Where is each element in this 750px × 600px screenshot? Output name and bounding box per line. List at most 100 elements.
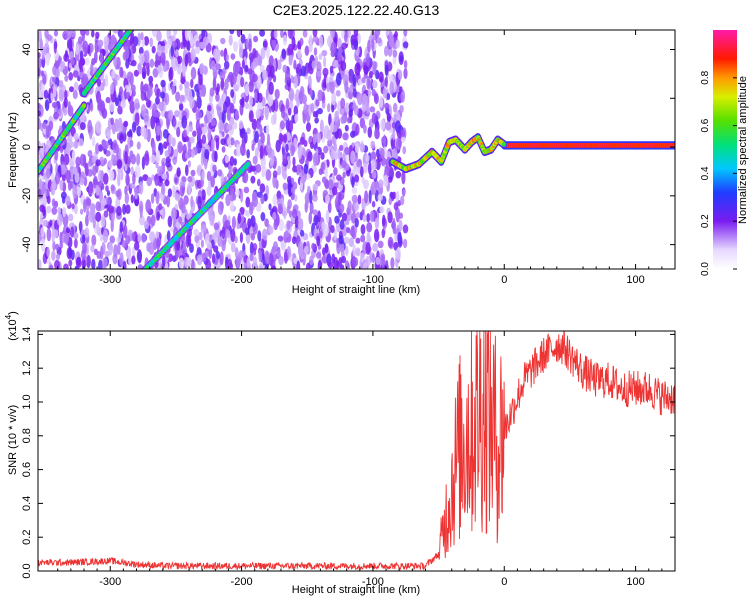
noise-speckle (171, 83, 175, 96)
noise-speckle (251, 143, 255, 151)
noise-speckle (366, 222, 373, 233)
noise-speckle (93, 248, 98, 255)
noise-speckle (124, 192, 129, 205)
noise-speckle (388, 74, 394, 83)
noise-speckle (344, 33, 348, 43)
noise-speckle (84, 162, 89, 177)
noise-speckle (324, 164, 329, 179)
noise-speckle (257, 92, 263, 103)
noise-speckle (207, 105, 212, 112)
noise-speckle (382, 87, 387, 99)
noise-speckle (288, 88, 295, 102)
noise-speckle (382, 214, 386, 227)
noise-speckle (99, 52, 104, 65)
noise-speckle (392, 217, 396, 232)
noise-speckle (178, 257, 185, 269)
noise-speckle (136, 125, 142, 137)
noise-speckle (290, 75, 294, 84)
noise-speckle (176, 63, 182, 75)
noise-speckle (150, 154, 156, 164)
noise-speckle (229, 30, 235, 35)
noise-speckle (378, 179, 384, 189)
noise-speckle (63, 107, 68, 116)
noise-speckle (198, 71, 203, 86)
noise-speckle (73, 132, 79, 141)
noise-speckle (107, 196, 111, 206)
noise-speckle (388, 34, 395, 48)
noise-speckle (220, 138, 227, 146)
noise-speckle (282, 182, 288, 191)
noise-speckle (212, 76, 217, 91)
x-tick-label: -200 (231, 274, 253, 286)
noise-speckle (177, 55, 183, 64)
noise-speckle (316, 251, 322, 259)
feature-halo (135, 273, 141, 281)
noise-speckle (225, 193, 231, 207)
noise-speckle (207, 129, 212, 142)
noise-speckle (381, 228, 386, 239)
noise-speckle (349, 84, 353, 94)
noise-speckle (131, 232, 136, 242)
noise-speckle (201, 30, 206, 40)
noise-speckle (155, 96, 160, 105)
noise-speckle (42, 123, 47, 130)
noise-speckle (81, 30, 85, 42)
noise-speckle (395, 191, 400, 202)
noise-speckle (254, 91, 258, 102)
noise-speckle (72, 90, 78, 100)
noise-speckle (103, 262, 107, 269)
noise-speckle (260, 212, 266, 222)
noise-speckle (271, 39, 277, 49)
noise-speckle (357, 93, 363, 106)
noise-speckle (248, 80, 254, 93)
noise-speckle (400, 195, 405, 206)
noise-speckle (219, 251, 224, 266)
noise-speckle (63, 233, 69, 245)
noise-speckle (130, 60, 137, 67)
noise-speckle (294, 194, 298, 202)
noise-speckle (86, 254, 91, 269)
noise-speckle (254, 130, 259, 144)
noise-speckle (345, 102, 350, 114)
noise-speckle (78, 221, 83, 232)
noise-speckle (79, 153, 86, 167)
noise-speckle (103, 210, 109, 218)
noise-speckle (117, 242, 121, 256)
noise-speckle (103, 157, 107, 165)
noise-speckle (220, 77, 225, 90)
noise-speckle (261, 239, 265, 249)
noise-speckle (51, 76, 57, 83)
noise-speckle (158, 203, 163, 211)
noise-speckle (85, 198, 92, 206)
noise-speckle (63, 96, 68, 108)
noise-speckle (136, 141, 141, 150)
noise-speckle (186, 40, 191, 52)
noise-speckle (403, 238, 408, 249)
noise-speckle (75, 44, 80, 56)
noise-speckle (108, 159, 113, 169)
noise-speckle (97, 98, 103, 111)
noise-speckle (131, 255, 136, 265)
noise-speckle (136, 153, 141, 166)
noise-speckle (149, 58, 155, 68)
noise-speckle (340, 115, 346, 124)
noise-speckle (155, 191, 160, 205)
noise-speckle (200, 223, 207, 234)
noise-speckle (230, 242, 236, 253)
noise-speckle (351, 194, 358, 204)
snr-y-label: SNR (10 * v/v) (7, 405, 19, 475)
noise-speckle (249, 69, 256, 84)
noise-speckle (201, 170, 205, 181)
noise-speckle (254, 147, 259, 159)
noise-speckle (73, 81, 79, 92)
noise-speckle (375, 69, 380, 80)
noise-speckle (303, 163, 309, 175)
noise-speckle (149, 231, 156, 243)
noise-speckle (161, 173, 167, 180)
noise-speckle (141, 232, 147, 243)
noise-speckle (390, 257, 395, 269)
noise-speckle (399, 55, 404, 62)
noise-speckle (264, 250, 270, 265)
noise-speckle (182, 241, 186, 250)
